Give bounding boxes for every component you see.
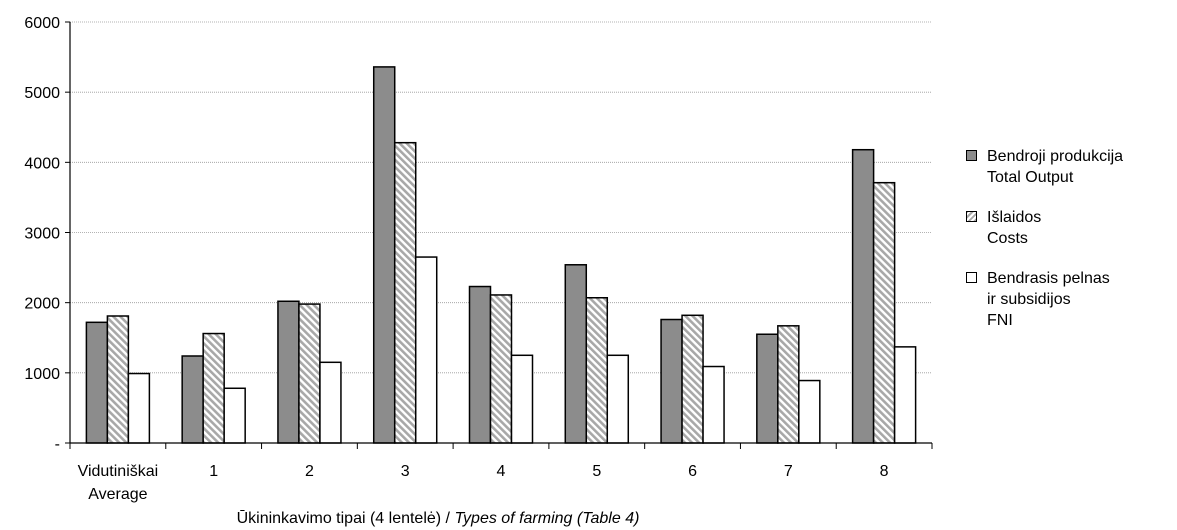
bar xyxy=(372,66,396,444)
bar xyxy=(277,300,300,444)
bar xyxy=(393,141,417,444)
y-tick-label: 3000 xyxy=(24,226,60,243)
x-tick-label: 2 xyxy=(305,463,314,480)
bar xyxy=(181,355,204,444)
bar xyxy=(681,314,704,444)
bars xyxy=(85,66,917,444)
bar xyxy=(414,256,438,444)
legend-item-costs: Išlaidos Costs xyxy=(966,207,1171,249)
axes xyxy=(65,21,933,449)
legend-swatch-total-output xyxy=(966,150,977,161)
y-tick-label: 5000 xyxy=(24,85,60,102)
bar xyxy=(585,297,609,444)
bar xyxy=(468,285,492,444)
x-tick-label: 4 xyxy=(497,463,506,480)
x-tick-label: Average xyxy=(88,486,147,503)
bar xyxy=(893,346,917,444)
legend-label: Costs xyxy=(987,230,1028,247)
x-tick-label: 3 xyxy=(401,463,410,480)
y-tick-label: - xyxy=(55,436,60,453)
x-axis-title-plain: Ūkininkavimo tipai (4 lentelė) / xyxy=(237,509,455,527)
legend-swatch-costs xyxy=(966,211,977,222)
bar xyxy=(510,354,534,444)
bar xyxy=(798,379,821,444)
legend-label: ir subsidijos xyxy=(987,291,1071,308)
bar xyxy=(777,325,800,444)
bar xyxy=(223,387,246,444)
bar xyxy=(564,264,588,444)
y-tick-label: 1000 xyxy=(24,366,60,383)
legend-swatch-fni xyxy=(966,272,977,283)
bar xyxy=(872,181,896,444)
y-tick-label: 2000 xyxy=(24,296,60,313)
x-tick-label: Vidutiniškai xyxy=(78,463,159,480)
y-tick-label: 4000 xyxy=(24,155,60,172)
bar xyxy=(489,294,513,444)
legend-label: Total Output xyxy=(987,169,1074,186)
bar xyxy=(606,354,630,444)
legend-item-total-output: Bendroji produkcija Total Output xyxy=(966,146,1171,188)
bar xyxy=(106,315,130,444)
legend-label: Bendrasis pelnas xyxy=(987,270,1110,287)
bar xyxy=(702,365,725,444)
legend: Bendroji produkcija Total Output Išlaido… xyxy=(966,146,1171,350)
legend-label: Bendroji produkcija xyxy=(987,148,1124,165)
bar xyxy=(756,333,779,444)
bar xyxy=(660,318,683,444)
x-tick-label: 8 xyxy=(880,463,889,480)
legend-label: Išlaidos xyxy=(987,209,1042,226)
legend-label: FNI xyxy=(987,312,1013,329)
bar xyxy=(298,303,321,444)
legend-item-fni: Bendrasis pelnas ir subsidijos FNI xyxy=(966,268,1171,331)
tick-labels: - 1000 2000 3000 4000 5000 6000 Vidutiniškai Ave… xyxy=(24,15,888,503)
bar xyxy=(851,148,875,444)
x-tick-label: 7 xyxy=(784,463,793,480)
bar xyxy=(85,321,109,444)
x-tick-label: 5 xyxy=(592,463,601,480)
x-axis-title-italic: Types of farming (Table 4) xyxy=(454,510,639,527)
bar xyxy=(127,372,151,444)
y-tick-label: 6000 xyxy=(24,15,60,32)
x-tick-label: 6 xyxy=(688,463,697,480)
x-axis-title: Ūkininkavimo tipai (4 lentelė) / Types o… xyxy=(237,509,640,527)
bar xyxy=(319,361,342,444)
x-tick-label: 1 xyxy=(209,463,218,480)
bar xyxy=(202,332,225,444)
